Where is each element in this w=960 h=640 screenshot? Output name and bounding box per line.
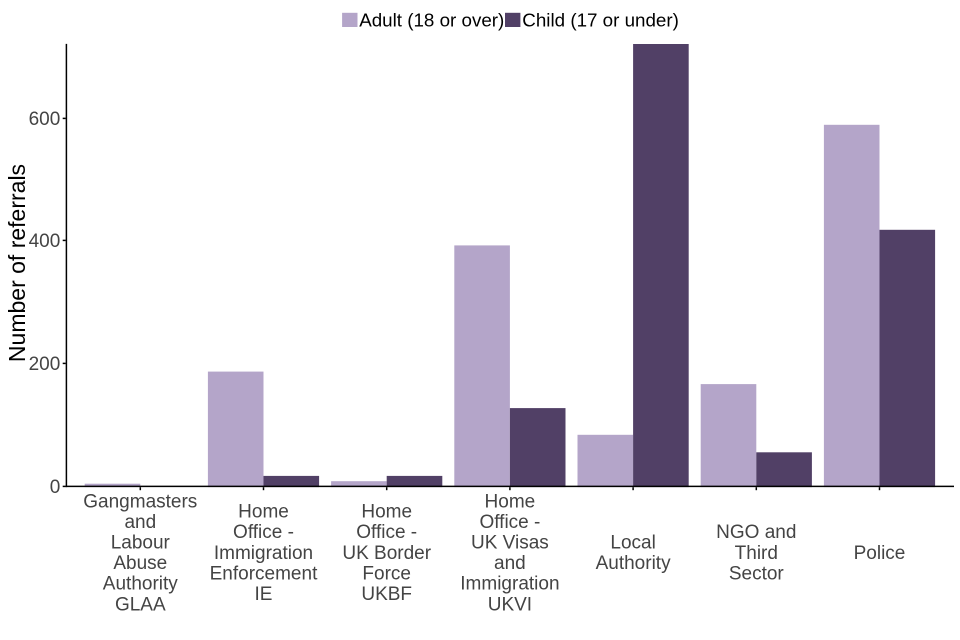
svg-text:200: 200 <box>29 354 61 375</box>
svg-text:Child (17 or under): Child (17 or under) <box>522 9 679 30</box>
svg-text:IE: IE <box>255 584 273 605</box>
svg-text:UK Border: UK Border <box>342 543 431 564</box>
svg-text:Immigration: Immigration <box>460 574 559 595</box>
svg-text:Office -: Office - <box>233 522 294 543</box>
svg-text:Adult (18 or over): Adult (18 or over) <box>359 9 504 30</box>
svg-text:0: 0 <box>50 477 61 498</box>
svg-text:400: 400 <box>29 231 61 252</box>
svg-text:Police: Police <box>854 543 906 564</box>
svg-text:Local: Local <box>610 533 655 554</box>
svg-text:Authority: Authority <box>103 574 178 595</box>
svg-text:NGO and: NGO and <box>716 522 796 543</box>
svg-text:Force: Force <box>362 563 411 584</box>
svg-text:Number of referrals: Number of referrals <box>4 164 30 362</box>
svg-text:UKVI: UKVI <box>488 594 532 615</box>
svg-text:Home: Home <box>361 502 412 523</box>
svg-text:Authority: Authority <box>596 553 671 574</box>
svg-text:UKBF: UKBF <box>361 584 412 605</box>
svg-text:GLAA: GLAA <box>115 594 166 615</box>
svg-text:Sector: Sector <box>729 563 785 584</box>
svg-text:UK Visas: UK Visas <box>471 533 549 554</box>
svg-text:Enforcement: Enforcement <box>210 563 318 584</box>
svg-text:Office -: Office - <box>356 522 417 543</box>
svg-text:Third: Third <box>735 543 778 564</box>
svg-text:Immigration: Immigration <box>214 543 313 564</box>
svg-text:Abuse: Abuse <box>113 553 167 574</box>
svg-text:and: and <box>124 512 156 533</box>
svg-text:Gangmasters: Gangmasters <box>83 491 197 512</box>
svg-text:Office -: Office - <box>479 512 540 533</box>
svg-text:Home: Home <box>485 491 536 512</box>
svg-text:Home: Home <box>238 502 289 523</box>
svg-text:and: and <box>494 553 526 574</box>
svg-text:600: 600 <box>29 109 61 130</box>
svg-text:Labour: Labour <box>111 533 171 554</box>
